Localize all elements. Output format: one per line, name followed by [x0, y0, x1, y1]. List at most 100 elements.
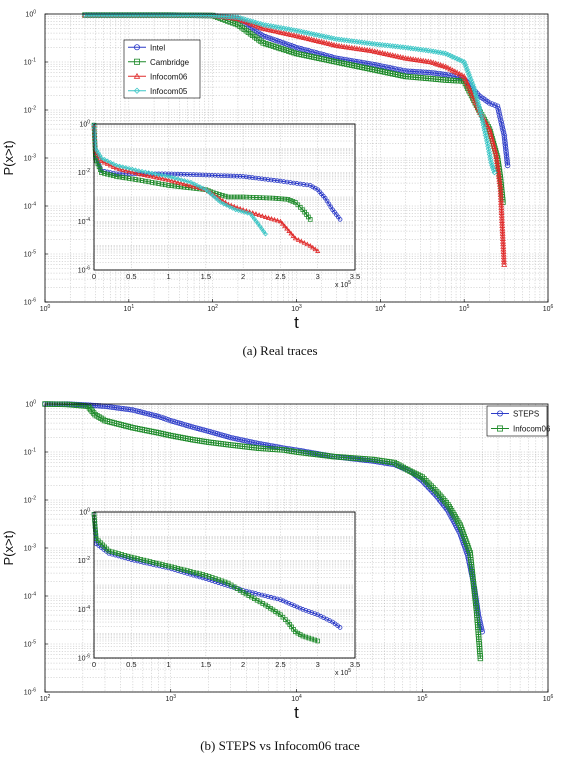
b-inset-point-infocom06 [306, 635, 312, 641]
b-inset-point-infocom06 [200, 572, 206, 577]
a-main-legend: Intel Cambridge Infocom06 Infocom05 [123, 39, 201, 99]
a-main-point-infocom05 [486, 148, 492, 155]
b-main-y-tick-label: 10-6 [24, 688, 36, 697]
a-main-point-infocom06 [447, 65, 454, 72]
a-inset-point-cambridge [290, 199, 296, 204]
a-inset-point-infocom05 [178, 177, 184, 183]
a-main-point-infocom06 [496, 176, 503, 182]
a-inset-point-infocom06 [277, 218, 284, 224]
a-main-point-infocom06 [328, 41, 335, 47]
a-main-point-infocom06 [435, 61, 442, 67]
a-main-point-infocom06 [318, 38, 325, 45]
b-main-axes: 102 103 104 105 10610010-110-210-310-410-510… [1, 400, 554, 723]
b-main-point-infocom06 [89, 408, 95, 414]
b-main-y-tick-label: 100 [25, 400, 36, 409]
a-inset-point-intel [212, 173, 218, 178]
a-inset-point-intel [178, 171, 184, 177]
a-inset-point-infocom05 [162, 173, 168, 179]
b-main-y-tick-label: 10-4 [24, 592, 36, 601]
a-inset-border [93, 123, 356, 271]
a-main-point-infocom06 [499, 230, 506, 236]
b-inset-point-steps [294, 604, 300, 610]
a-inset-point-cambridge [260, 195, 266, 201]
a-main-point-infocom05 [489, 164, 496, 171]
a-main-point-infocom06 [427, 58, 434, 65]
a-inset-point-cambridge [97, 167, 103, 173]
a-main-point-infocom05 [466, 71, 472, 78]
a-main-point-infocom06 [497, 183, 504, 190]
a-main-point-infocom06 [451, 68, 458, 74]
a-main-point-intel [293, 44, 300, 51]
b-inset-x-multiplier: x 105 [335, 668, 351, 677]
b-inset-point-infocom06 [197, 571, 202, 577]
b-main-y-axis-label: P(x>t) [1, 530, 16, 565]
a-inset-point-intel [203, 172, 209, 178]
a-inset-point-infocom05 [107, 159, 113, 165]
a-main-point-infocom06 [326, 40, 332, 46]
b-main-x-tick-label: 104 [291, 694, 302, 703]
a-main-point-intel [503, 147, 509, 153]
a-main-point-infocom05 [464, 66, 470, 73]
a-inset-point-infocom05 [215, 197, 221, 203]
b-inset-point-steps [292, 603, 297, 609]
a-main-point-infocom05 [487, 154, 494, 161]
a-main-point-infocom05 [472, 89, 478, 95]
a-main-point-intel [492, 102, 498, 108]
a-inset-point-infocom05 [120, 164, 126, 170]
a-inset-point-intel [291, 180, 296, 186]
chart-b: 102 103 104 105 10610010-110-210-310-410-510… [1, 400, 554, 723]
b-inset-x-tick-label: 3 [316, 660, 320, 669]
a-inset-x-tick-label: 2.5 [275, 272, 285, 281]
a-main-point-infocom06 [353, 45, 360, 51]
a-inset-point-cambridge [295, 202, 301, 208]
a-inset-point-cambridge [307, 217, 313, 222]
b-inset-point-steps [197, 574, 202, 580]
b-inset-point-infocom06 [160, 562, 165, 567]
b-inset-point-infocom06 [125, 553, 131, 559]
a-main-point-infocom06 [430, 59, 437, 66]
a-main-point-infocom06 [262, 25, 269, 32]
b-inset-point-infocom06 [150, 560, 156, 565]
a-main-point-intel [499, 124, 506, 130]
b-inset-point-infocom06 [209, 575, 215, 580]
a-inset-point-cambridge [234, 194, 240, 200]
a-main-point-infocom06 [497, 188, 504, 195]
a-inset-point-cambridge [153, 180, 158, 186]
a-inset-point-infocom06 [284, 225, 290, 231]
b-inset-point-steps [309, 610, 315, 615]
a-main-point-intel [260, 33, 266, 39]
a-main-point-intel [496, 111, 503, 117]
b-main-point-infocom06 [433, 488, 440, 495]
a-inset-point-infocom06 [145, 172, 151, 178]
b-inset-point-infocom06 [175, 566, 181, 571]
a-inset-point-infocom05 [239, 208, 245, 214]
a-inset-y-tick-label: 100 [79, 120, 90, 129]
a-main-point-infocom06 [496, 178, 503, 185]
a-main-point-infocom06 [285, 31, 292, 37]
a-inset-point-cambridge [123, 175, 129, 181]
b-inset-point-infocom06 [309, 636, 315, 642]
a-main-point-intel [412, 68, 419, 75]
a-inset-point-intel [294, 181, 300, 186]
a-inset-point-intel [304, 182, 310, 188]
a-main-point-infocom06 [493, 151, 500, 157]
a-main-point-intel [495, 106, 501, 112]
a-inset-point-cambridge [95, 161, 101, 167]
b-main-point-steps [155, 413, 162, 420]
a-main-point-infocom06 [331, 41, 337, 48]
a-inset-point-infocom05 [218, 199, 224, 205]
a-main-point-infocom06 [272, 28, 279, 34]
a-inset-point-intel [197, 172, 202, 178]
a-main-point-infocom05 [479, 117, 486, 123]
a-inset-point-cambridge [114, 174, 119, 179]
a-main-point-infocom05 [482, 130, 489, 136]
a-inset-point-intel [271, 178, 277, 183]
a-main-point-infocom06 [316, 38, 322, 44]
b-main-point-steps [158, 414, 164, 420]
a-main-legend-label: Infocom05 [150, 87, 188, 96]
b-main-y-tick-label: 10-2 [24, 496, 36, 505]
a-inset-y-tick-label-exponent: -6 [86, 266, 91, 272]
a-inset-point-cambridge [96, 164, 102, 170]
a-inset-point-cambridge [126, 176, 132, 181]
a-inset-point-cambridge [175, 184, 181, 189]
